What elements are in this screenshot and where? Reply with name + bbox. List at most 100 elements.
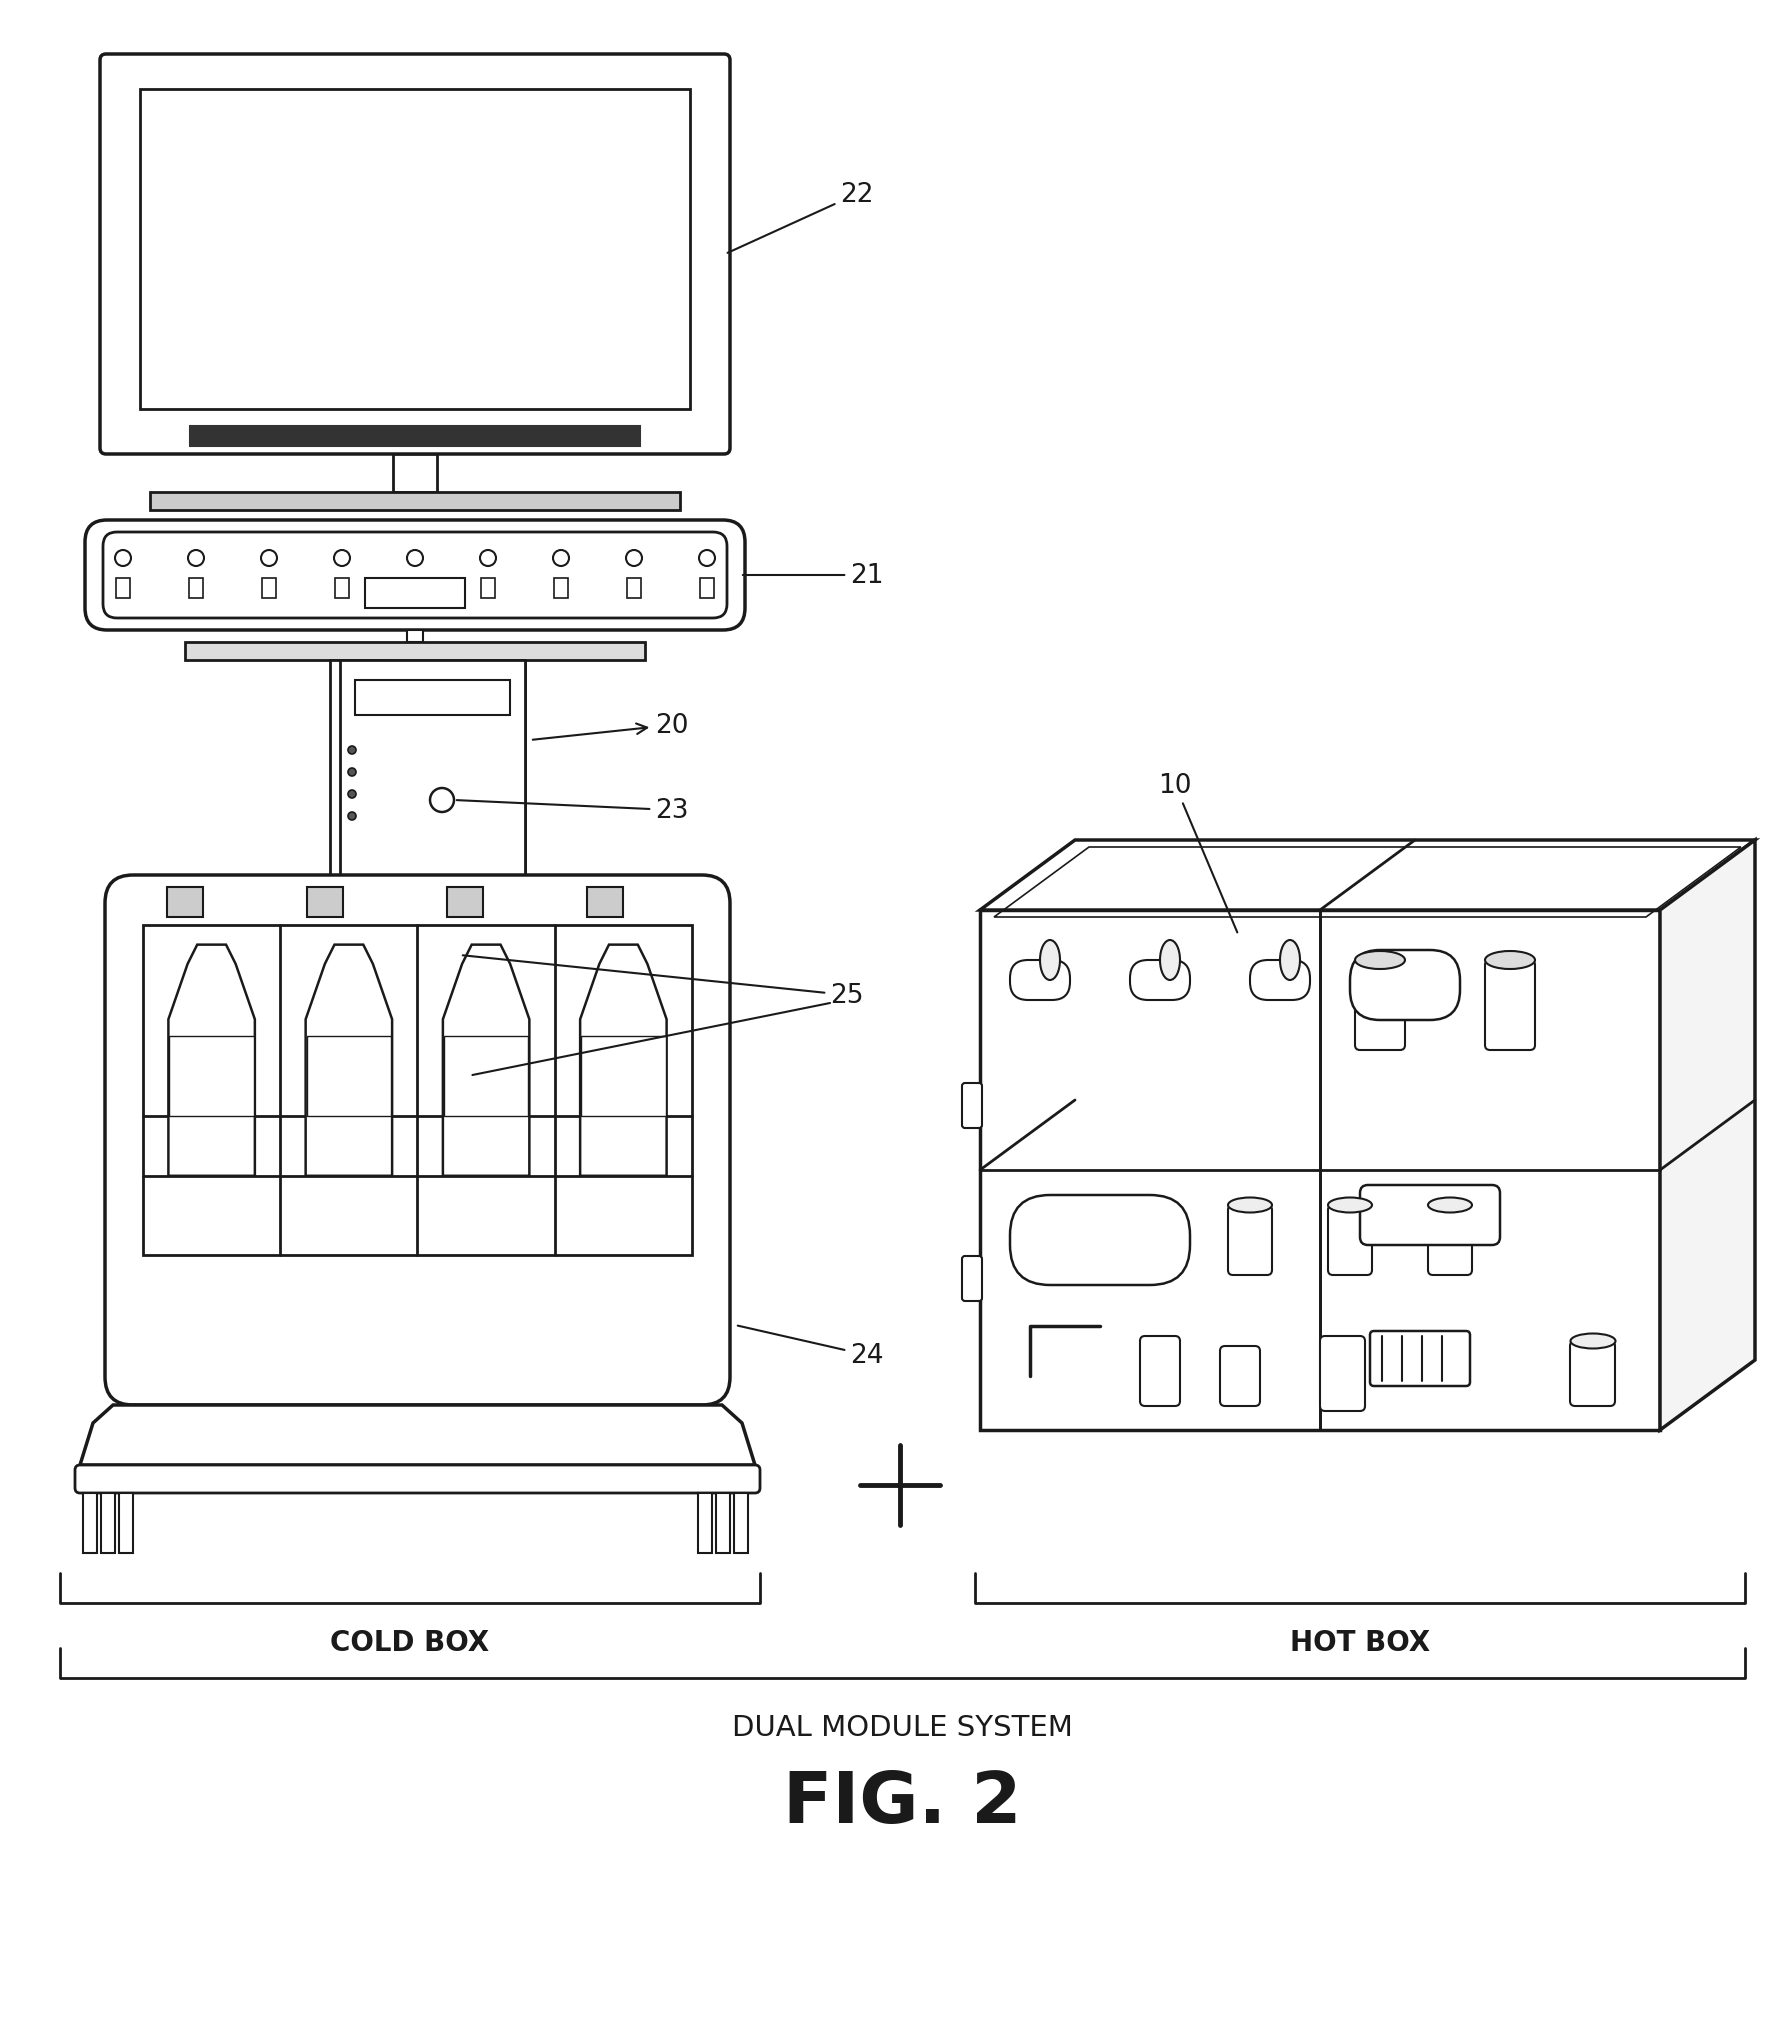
Text: 10: 10 <box>1157 773 1236 934</box>
FancyBboxPatch shape <box>1360 1186 1499 1244</box>
Ellipse shape <box>1227 1198 1272 1212</box>
FancyBboxPatch shape <box>1354 960 1404 1050</box>
Bar <box>118 1494 132 1553</box>
FancyBboxPatch shape <box>1569 1342 1614 1407</box>
Bar <box>699 579 714 599</box>
Ellipse shape <box>1354 952 1404 970</box>
Circle shape <box>626 550 642 566</box>
Circle shape <box>261 550 277 566</box>
FancyBboxPatch shape <box>1485 960 1535 1050</box>
Bar <box>170 1037 254 1116</box>
Circle shape <box>188 550 204 566</box>
Polygon shape <box>306 946 392 1175</box>
Bar <box>150 493 680 512</box>
Bar <box>716 1494 730 1553</box>
Polygon shape <box>580 946 666 1175</box>
Bar <box>329 660 385 891</box>
FancyBboxPatch shape <box>961 1084 982 1129</box>
FancyBboxPatch shape <box>75 1466 760 1494</box>
Circle shape <box>553 550 569 566</box>
Bar <box>100 1494 114 1553</box>
Text: 23: 23 <box>456 798 689 824</box>
Text: 21: 21 <box>742 562 884 589</box>
Bar <box>354 680 510 717</box>
FancyBboxPatch shape <box>1227 1206 1272 1275</box>
Circle shape <box>335 550 351 566</box>
FancyBboxPatch shape <box>84 522 744 631</box>
Ellipse shape <box>1485 952 1535 970</box>
FancyBboxPatch shape <box>1140 1336 1179 1407</box>
Circle shape <box>429 788 454 812</box>
Bar <box>340 660 524 891</box>
FancyBboxPatch shape <box>100 55 730 455</box>
Bar <box>587 887 623 918</box>
Text: 25: 25 <box>463 956 862 1009</box>
Text: FIG. 2: FIG. 2 <box>782 1768 1022 1837</box>
Polygon shape <box>979 840 1753 911</box>
Text: COLD BOX: COLD BOX <box>331 1628 488 1656</box>
Circle shape <box>114 550 131 566</box>
FancyBboxPatch shape <box>1129 960 1190 1001</box>
Circle shape <box>406 550 422 566</box>
Bar <box>581 1037 666 1116</box>
Bar <box>140 89 689 410</box>
Bar <box>698 1494 712 1553</box>
Polygon shape <box>168 946 254 1175</box>
Bar <box>447 887 483 918</box>
Bar <box>406 631 422 644</box>
FancyBboxPatch shape <box>961 1257 982 1301</box>
Bar <box>184 644 644 660</box>
Polygon shape <box>1658 840 1753 1431</box>
Bar <box>553 579 567 599</box>
Bar <box>190 426 640 447</box>
FancyBboxPatch shape <box>1009 960 1070 1001</box>
Bar <box>261 579 276 599</box>
Bar <box>481 579 496 599</box>
FancyBboxPatch shape <box>1327 1206 1370 1275</box>
FancyBboxPatch shape <box>106 875 730 1405</box>
Circle shape <box>699 550 714 566</box>
FancyBboxPatch shape <box>1220 1346 1259 1407</box>
Ellipse shape <box>1279 940 1299 980</box>
FancyBboxPatch shape <box>1009 1196 1190 1285</box>
Bar <box>733 1494 748 1553</box>
Text: 22: 22 <box>726 183 873 254</box>
Bar <box>365 579 465 609</box>
Bar <box>306 1037 392 1116</box>
Circle shape <box>347 812 356 820</box>
Circle shape <box>479 550 496 566</box>
Bar <box>626 579 640 599</box>
Bar <box>82 1494 97 1553</box>
Polygon shape <box>81 1405 755 1466</box>
FancyBboxPatch shape <box>104 532 726 619</box>
Text: HOT BOX: HOT BOX <box>1290 1628 1429 1656</box>
Text: 20: 20 <box>533 713 689 741</box>
Ellipse shape <box>1569 1334 1615 1348</box>
Bar <box>444 1037 528 1116</box>
Bar <box>394 455 437 493</box>
Bar <box>471 660 524 891</box>
FancyBboxPatch shape <box>1349 950 1460 1021</box>
Circle shape <box>347 747 356 755</box>
Ellipse shape <box>1159 940 1179 980</box>
Text: 24: 24 <box>737 1326 884 1368</box>
Bar <box>308 887 343 918</box>
Polygon shape <box>442 946 530 1175</box>
Bar <box>116 579 131 599</box>
Ellipse shape <box>1327 1198 1370 1212</box>
Bar <box>979 911 1658 1431</box>
FancyBboxPatch shape <box>1369 1332 1469 1386</box>
FancyBboxPatch shape <box>1428 1206 1471 1275</box>
Bar <box>166 887 202 918</box>
FancyBboxPatch shape <box>1318 1336 1365 1411</box>
Bar <box>190 579 202 599</box>
Circle shape <box>347 769 356 777</box>
Bar <box>143 926 692 1255</box>
Text: DUAL MODULE SYSTEM: DUAL MODULE SYSTEM <box>732 1713 1072 1742</box>
Ellipse shape <box>1039 940 1059 980</box>
Circle shape <box>347 790 356 798</box>
Ellipse shape <box>1428 1198 1471 1212</box>
Bar <box>335 579 349 599</box>
Bar <box>408 579 422 599</box>
FancyBboxPatch shape <box>1249 960 1310 1001</box>
